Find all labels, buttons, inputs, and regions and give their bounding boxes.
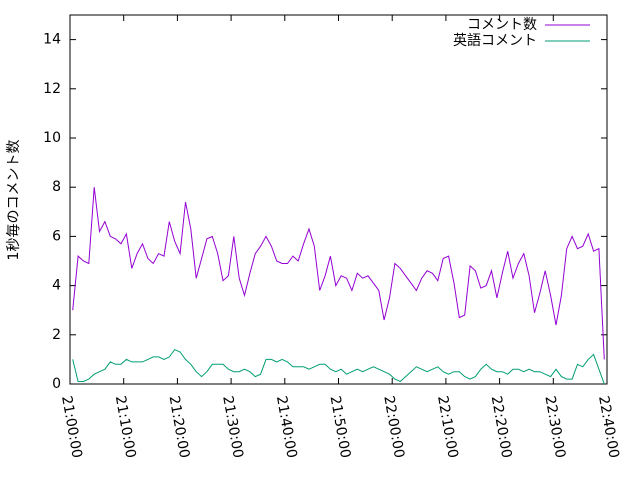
y-tick-label: 4: [52, 278, 61, 294]
x-tick-label: 21:40:00: [273, 395, 300, 460]
x-tick-label: 22:00:00: [380, 395, 407, 460]
series-line: [72, 348, 605, 385]
x-tick-label: 21:10:00: [112, 395, 139, 460]
y-tick-label: 2: [52, 327, 61, 343]
series-line: [72, 187, 605, 360]
y-tick-label: 14: [43, 32, 61, 48]
y-tick-label: 12: [43, 81, 61, 97]
plot-border: [69, 14, 608, 385]
legend-label: 英語コメント: [453, 32, 537, 49]
y-tick-label: 0: [52, 376, 61, 392]
y-axis-label: 1秒毎のコメント数: [6, 140, 22, 261]
x-tick-label: 21:20:00: [166, 395, 193, 460]
x-tick-label: 21:30:00: [219, 395, 246, 460]
x-tick-label: 22:20:00: [488, 395, 515, 460]
x-tick-label: 22:40:00: [595, 395, 622, 460]
x-tick-label: 22:30:00: [541, 395, 568, 460]
x-tick-label: 21:00:00: [58, 395, 85, 460]
legend-label: コメント数: [467, 17, 537, 33]
x-tick-label: 22:10:00: [434, 395, 461, 460]
y-tick-label: 8: [52, 179, 61, 195]
x-tick-label: 21:50:00: [327, 395, 354, 460]
y-tick-label: 6: [52, 228, 61, 244]
y-tick-label: 10: [43, 130, 61, 146]
